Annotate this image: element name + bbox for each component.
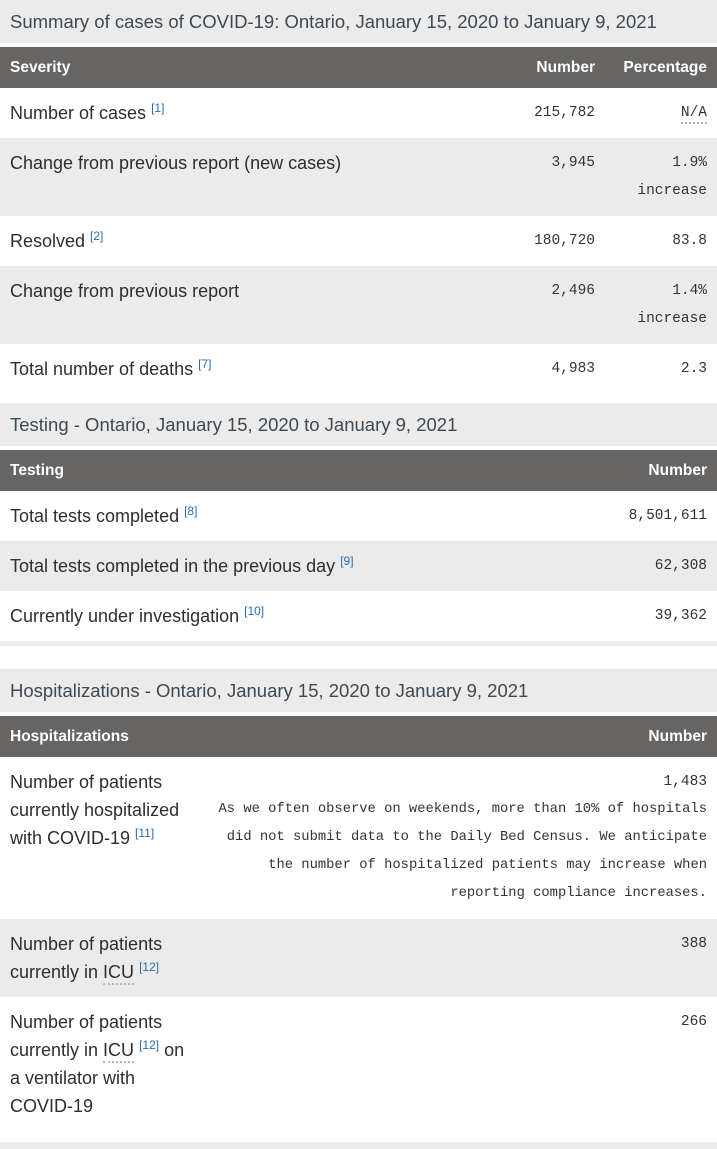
row-label: Number of patients currently in ICU [12]: [0, 919, 205, 997]
number-cell: 215,782: [470, 88, 605, 138]
separator-strip: [0, 641, 717, 646]
header-percentage: Percentage: [605, 47, 717, 88]
number-value: 1,483: [663, 774, 707, 790]
footnote-link[interactable]: [1]: [151, 101, 165, 115]
testing-section-title: Testing - Ontario, January 15, 2020 to J…: [0, 403, 717, 446]
percentage-cell: N/A: [605, 88, 717, 138]
row-label: Number of patients currently hospitalize…: [0, 757, 205, 919]
table-row: Number of cases [1] 215,782 N/A: [0, 88, 717, 138]
table-row: Number of patients currently hospitalize…: [0, 757, 717, 919]
header-label: Hospitalizations: [0, 716, 205, 757]
number-cell: 62,308: [500, 541, 717, 591]
footnote-link[interactable]: [9]: [340, 554, 354, 568]
header-label: Severity: [0, 47, 470, 88]
abbreviation: N/A: [680, 105, 707, 124]
percentage-value: 1.9%: [672, 155, 707, 171]
hospitalizations-table: Hospitalizations Number Number of patients…: [0, 716, 717, 1131]
row-label: Change from previous report (new cases): [0, 138, 470, 216]
table-row: Total tests completed [8] 8,501,611: [0, 491, 717, 541]
header-number: Number: [500, 450, 717, 491]
number-value: 2,496: [551, 283, 595, 299]
number-value: 39,362: [654, 608, 707, 624]
row-label: Resolved [2]: [0, 216, 470, 266]
note-text: As we often observe on weekends, more th…: [218, 802, 708, 901]
row-label: Currently under investigation [10]: [0, 591, 500, 641]
percentage-cell: 83.8: [605, 216, 717, 266]
table-header-row: Hospitalizations Number: [0, 716, 717, 757]
header-label: Testing: [0, 450, 500, 491]
number-value: 8,501,611: [628, 508, 707, 524]
table-row: Total number of deaths [7] 4,983 2.3: [0, 344, 717, 394]
number-cell: 8,501,611: [500, 491, 717, 541]
row-label: Number of cases [1]: [0, 88, 470, 138]
table-row: Number of patients currently in ICU [12]…: [0, 997, 717, 1131]
table-row: Change from previous report (new cases) 3…: [0, 138, 717, 216]
table-header-row: Severity Number Percentage: [0, 47, 717, 88]
table-row: Currently under investigation [10] 39,362: [0, 591, 717, 641]
percentage-value: 1.4%: [672, 283, 707, 299]
table-row: Resolved [2] 180,720 83.8: [0, 216, 717, 266]
row-label: Total number of deaths [7]: [0, 344, 470, 394]
row-label: Number of patients currently in ICU [12]…: [0, 997, 205, 1131]
number-cell: 1,483 As we often observe on weekends, mo…: [205, 757, 717, 919]
hospitalizations-section-title: Hospitalizations - Ontario, January 15, …: [0, 669, 717, 712]
section-gap: [0, 646, 717, 669]
section-gap: [0, 394, 717, 403]
row-label: Total tests completed in the previous da…: [0, 541, 500, 591]
percentage-value: 83.8: [672, 233, 707, 249]
table-row: Number of patients currently in ICU [12]…: [0, 919, 717, 997]
summary-table: Severity Number Percentage Number of cases …: [0, 47, 717, 394]
footnote-link[interactable]: [12]: [139, 960, 160, 974]
percentage-cell: 1.9% increase: [605, 138, 717, 216]
number-value: 388: [680, 936, 707, 952]
summary-section-title: Summary of cases of COVID-19: Ontario, J…: [0, 0, 717, 43]
number-value: 4,983: [551, 361, 595, 377]
number-cell: 2,496: [470, 266, 605, 344]
percentage-value: 2.3: [680, 361, 707, 377]
abbreviation: ICU: [103, 1040, 135, 1063]
number-cell: 3,945: [470, 138, 605, 216]
number-cell: 180,720: [470, 216, 605, 266]
percentage-trend: increase: [637, 311, 707, 327]
number-value: 62,308: [654, 558, 707, 574]
testing-table: Testing Number Total tests completed [8] 8,…: [0, 450, 717, 641]
number-cell: 388: [205, 919, 717, 997]
number-cell: 39,362: [500, 591, 717, 641]
number-value: 215,782: [534, 105, 595, 121]
number-value: 3,945: [551, 155, 595, 171]
table-row: Change from previous report 2,496 1.4% incr…: [0, 266, 717, 344]
next-section-edge: [0, 1142, 717, 1149]
footnote-link[interactable]: [12]: [139, 1038, 160, 1052]
footnote-link[interactable]: [2]: [90, 229, 104, 243]
percentage-cell: 1.4% increase: [605, 266, 717, 344]
number-cell: 4,983: [470, 344, 605, 394]
table-header-row: Testing Number: [0, 450, 717, 491]
summary-section: Summary of cases of COVID-19: Ontario, J…: [0, 0, 717, 394]
row-label: Change from previous report: [0, 266, 470, 344]
header-number: Number: [205, 716, 717, 757]
percentage-cell: 2.3: [605, 344, 717, 394]
number-cell: 266: [205, 997, 717, 1131]
percentage-trend: increase: [637, 183, 707, 199]
footnote-link[interactable]: [11]: [135, 826, 155, 840]
hospitalizations-section: Hospitalizations - Ontario, January 15, …: [0, 669, 717, 1131]
number-value: 180,720: [534, 233, 595, 249]
table-row: Total tests completed in the previous da…: [0, 541, 717, 591]
footnote-link[interactable]: [8]: [184, 504, 198, 518]
abbreviation: ICU: [103, 962, 135, 985]
footnote-link[interactable]: [7]: [198, 357, 212, 371]
testing-section: Testing - Ontario, January 15, 2020 to J…: [0, 403, 717, 641]
footnote-link[interactable]: [10]: [244, 604, 265, 618]
row-label: Total tests completed [8]: [0, 491, 500, 541]
number-value: 266: [680, 1014, 707, 1030]
header-number: Number: [470, 47, 605, 88]
